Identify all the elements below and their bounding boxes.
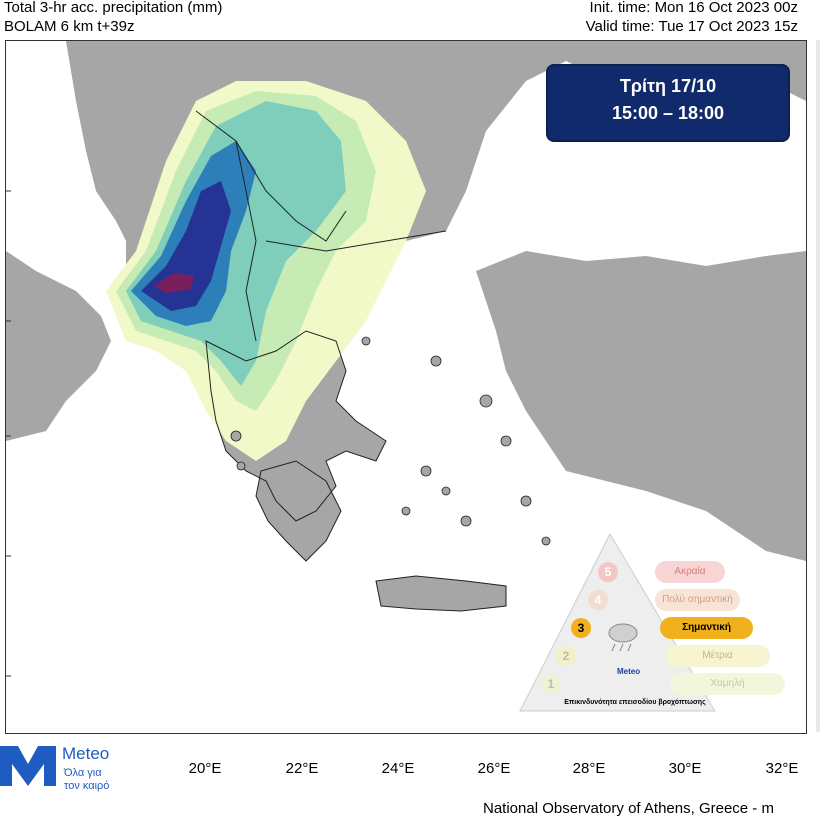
level-2-number: 2	[556, 646, 576, 666]
sea-black	[576, 121, 796, 251]
x-tick-30E: 30°E	[668, 760, 702, 777]
x-tick-28E: 28°E	[572, 760, 606, 777]
title-line-2: BOLAM 6 km t+39z	[4, 18, 135, 35]
x-tick-22E: 22°E	[285, 760, 319, 777]
x-tick-32E: 32°E	[765, 760, 799, 777]
x-tick-24E: 24°E	[381, 760, 415, 777]
land-turkey	[476, 251, 806, 561]
valid-time: Valid time: Tue 17 Oct 2023 15z	[585, 18, 798, 35]
level-1-label: Χαμηλή	[670, 673, 785, 695]
pyramid-brand: Meteo	[617, 667, 641, 676]
forecast-hours: 15:00 – 18:00	[611, 103, 725, 123]
level-5-number: 5	[598, 562, 618, 582]
init-time: Init. time: Mon 16 Oct 2023 00z	[589, 0, 798, 16]
x-tick-20E: 20°E	[188, 760, 222, 777]
land-crete	[376, 576, 506, 611]
logo-name: Meteo	[62, 744, 110, 763]
severity-pyramid: 5 Ακραία 4 Πολύ σημαντική 3 Σημαντική 2 …	[515, 529, 805, 714]
forecast-day: Τρίτη 17/10	[619, 76, 717, 96]
land-italy	[6, 41, 111, 441]
x-tick-26E: 26°E	[477, 760, 511, 777]
level-3-label: Σημαντική	[660, 617, 753, 639]
title-line-1: Total 3-hr acc. precipitation (mm)	[4, 0, 223, 16]
map-title: Total 3-hr acc. precipitation (mm) BOLAM…	[4, 0, 222, 36]
level-4-number: 4	[588, 590, 608, 610]
rain-cloud-icon	[608, 623, 638, 652]
run-info: Init. time: Mon 16 Oct 2023 00z Valid ti…	[586, 0, 798, 36]
level-3-number: 3	[571, 618, 591, 638]
logo-tagline-1: Όλα για	[64, 767, 102, 779]
meteo-logo-icon	[0, 746, 56, 786]
level-5-label: Ακραία	[655, 561, 725, 583]
map-canvas	[6, 41, 806, 677]
precipitation-map: Τρίτη 17/10 15:00 – 18:00 5 Ακραία 4 Πολ…	[5, 40, 807, 734]
level-2-label: Μέτρια	[665, 645, 770, 667]
pyramid-caption: Επικινδυνότητα επεισοδίου βροχόπτωσης	[564, 699, 706, 706]
level-1-number: 1	[541, 674, 561, 694]
precip-very-high	[141, 181, 231, 311]
forecast-period-box: Τρίτη 17/10 15:00 – 18:00	[546, 64, 790, 142]
level-4-label: Πολύ σημαντική	[655, 589, 740, 611]
logo-tagline-2: τον καιρό	[64, 780, 110, 792]
precip-extreme	[154, 273, 194, 293]
land-peloponnese	[256, 461, 341, 561]
right-edge-strip	[816, 40, 820, 732]
footer-credit: National Observatory of Athens, Greece -…	[483, 800, 774, 817]
